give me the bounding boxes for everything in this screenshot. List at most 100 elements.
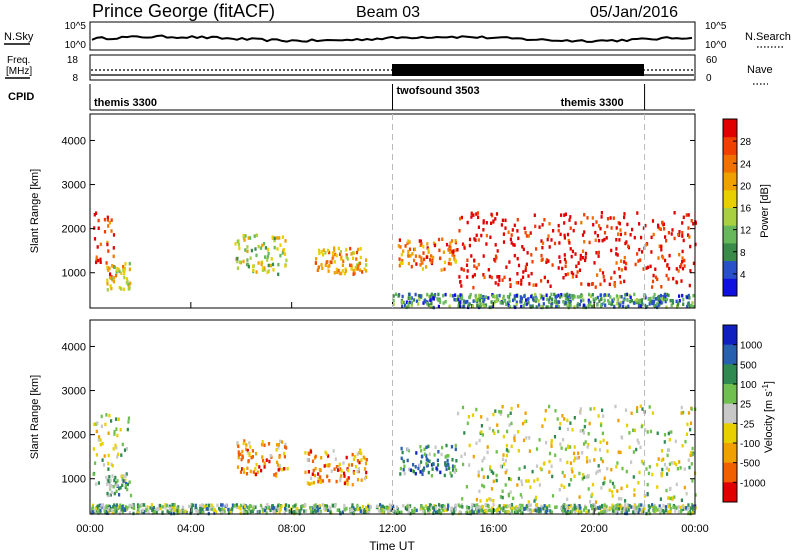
echo-cell xyxy=(450,239,454,243)
echo-cell xyxy=(114,481,118,485)
echo-cell xyxy=(576,456,579,460)
echo-cell xyxy=(491,506,494,511)
echo-cell xyxy=(470,254,473,258)
echo-cell xyxy=(519,295,522,299)
echo-cell xyxy=(106,511,109,515)
echo-cell xyxy=(236,256,239,261)
echo-cell xyxy=(510,503,514,507)
echo-cell xyxy=(541,424,544,428)
echo-cell xyxy=(681,260,684,264)
echo-cell xyxy=(505,302,508,306)
freq-tick-top: 18 xyxy=(67,55,79,66)
echo-cell xyxy=(340,469,343,473)
echo-cell xyxy=(570,509,573,514)
echo-cell xyxy=(105,413,108,417)
echo-cell xyxy=(441,445,444,450)
echo-cell xyxy=(680,498,683,502)
echo-cell xyxy=(582,305,585,310)
echo-cell xyxy=(427,444,430,449)
echo-cell xyxy=(536,464,539,468)
echo-cell xyxy=(620,259,623,263)
echo-cell xyxy=(423,509,426,513)
echo-cell xyxy=(603,231,607,235)
echo-cell xyxy=(601,271,605,275)
echo-cell xyxy=(239,470,243,474)
echo-cell xyxy=(615,238,618,242)
echo-cell xyxy=(651,411,654,415)
echo-cell xyxy=(605,236,608,240)
echo-cell xyxy=(551,263,554,267)
echo-cell xyxy=(632,475,635,479)
echo-cell xyxy=(678,460,681,464)
echo-cell xyxy=(550,238,553,242)
echo-cell xyxy=(658,296,661,301)
echo-cell xyxy=(575,274,578,278)
echo-cell xyxy=(531,260,534,264)
echo-cell xyxy=(592,297,595,302)
echo-cell xyxy=(536,477,539,482)
echo-cell xyxy=(610,276,613,280)
colorbar-swatch xyxy=(723,119,737,138)
echo-cell xyxy=(433,453,436,457)
echo-cell xyxy=(621,466,624,471)
echo-cell xyxy=(454,298,458,302)
echo-cell xyxy=(615,509,618,514)
echo-cell xyxy=(567,238,570,243)
echo-cell xyxy=(338,508,341,512)
echo-cell xyxy=(326,260,329,264)
echo-cell xyxy=(432,506,435,510)
echo-cell xyxy=(260,505,264,510)
echo-cell xyxy=(349,508,352,512)
echo-cell xyxy=(451,507,455,511)
echo-cell xyxy=(622,298,625,303)
echo-cell xyxy=(681,221,684,225)
echo-cell xyxy=(679,265,682,269)
echo-cell xyxy=(624,511,627,516)
echo-cell xyxy=(468,443,471,448)
echo-cell xyxy=(355,257,358,261)
echo-cell xyxy=(106,491,109,496)
echo-cell xyxy=(624,305,628,310)
echo-cell xyxy=(342,461,345,465)
echo-cell xyxy=(449,293,452,298)
echo-cell xyxy=(599,423,603,428)
echo-cell xyxy=(638,247,641,252)
echo-cell xyxy=(522,270,525,274)
echo-cell xyxy=(484,303,488,307)
echo-cell xyxy=(408,240,411,244)
echo-cell xyxy=(454,293,457,297)
echo-cell xyxy=(361,504,364,509)
echo-cell xyxy=(442,301,445,305)
echo-cell xyxy=(337,246,340,251)
echo-cell xyxy=(569,226,572,230)
echo-cell xyxy=(673,495,676,499)
echo-cell xyxy=(343,271,346,276)
echo-cell xyxy=(652,301,655,306)
colorbar-tick-label: -500 xyxy=(740,459,760,470)
echo-cell xyxy=(479,505,482,509)
echo-cell xyxy=(285,446,288,450)
echo-cell xyxy=(492,503,495,507)
echo-cell xyxy=(121,505,124,509)
echo-cell xyxy=(246,258,249,262)
echo-cell xyxy=(249,469,252,474)
echo-cell xyxy=(271,262,275,267)
echo-cell xyxy=(628,503,631,508)
echo-cell xyxy=(573,416,576,420)
echo-cell xyxy=(615,247,618,251)
echo-cell xyxy=(597,250,600,255)
echo-cell xyxy=(425,461,428,466)
echo-cell xyxy=(242,468,245,472)
echo-cell xyxy=(330,260,333,265)
echo-cell xyxy=(376,504,379,508)
echo-cell xyxy=(273,238,276,243)
echo-cell xyxy=(117,417,120,421)
echo-cell xyxy=(508,423,511,427)
echo-cell xyxy=(558,488,561,492)
echo-cell xyxy=(667,293,670,298)
echo-cell xyxy=(669,298,672,303)
echo-cell xyxy=(334,457,337,461)
echo-cell xyxy=(568,241,571,245)
echo-cell xyxy=(584,258,587,263)
echo-cell xyxy=(554,453,557,457)
